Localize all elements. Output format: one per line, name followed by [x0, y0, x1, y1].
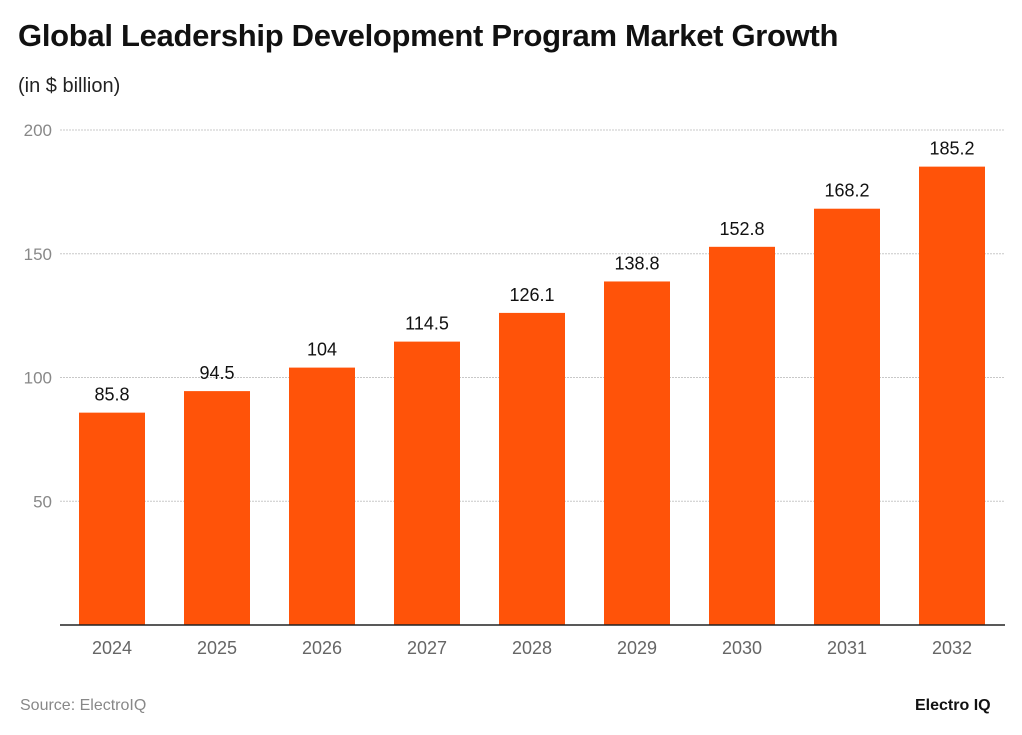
bar [184, 391, 250, 625]
chart-subtitle: (in $ billion) [18, 75, 121, 97]
x-tick-label: 2031 [827, 638, 867, 658]
x-tick-label: 2025 [197, 638, 237, 658]
y-tick-label: 150 [24, 245, 52, 264]
data-label: 126.1 [509, 285, 554, 305]
data-label: 114.5 [405, 314, 449, 334]
bar [289, 367, 355, 625]
bar [709, 246, 775, 625]
data-label: 168.2 [824, 181, 869, 201]
source-note: Source: ElectroIQ [20, 697, 147, 714]
data-label: 138.8 [614, 253, 659, 273]
bar [919, 166, 985, 625]
bar [814, 208, 880, 625]
x-tick-label: 2032 [932, 638, 972, 658]
bar [604, 281, 670, 625]
x-tick-label: 2028 [512, 638, 552, 658]
brand-logo: Electro IQ [915, 697, 991, 714]
data-label: 185.2 [929, 139, 974, 159]
data-label: 104 [307, 340, 337, 360]
y-tick-label: 100 [24, 369, 52, 388]
data-label: 152.8 [719, 219, 764, 239]
x-tick-label: 2029 [617, 638, 657, 658]
y-tick-label: 50 [33, 492, 52, 511]
x-tick-label: 2030 [722, 638, 762, 658]
chart-title: Global Leadership Development Program Ma… [18, 18, 839, 53]
x-tick-label: 2026 [302, 638, 342, 658]
y-tick-label: 200 [24, 121, 52, 140]
x-tick-label: 2027 [407, 638, 447, 658]
data-label: 94.5 [199, 363, 234, 383]
bar [499, 312, 565, 625]
bar [79, 412, 145, 625]
x-tick-label: 2024 [92, 638, 132, 658]
bar [394, 341, 460, 625]
data-label: 85.8 [94, 385, 129, 405]
